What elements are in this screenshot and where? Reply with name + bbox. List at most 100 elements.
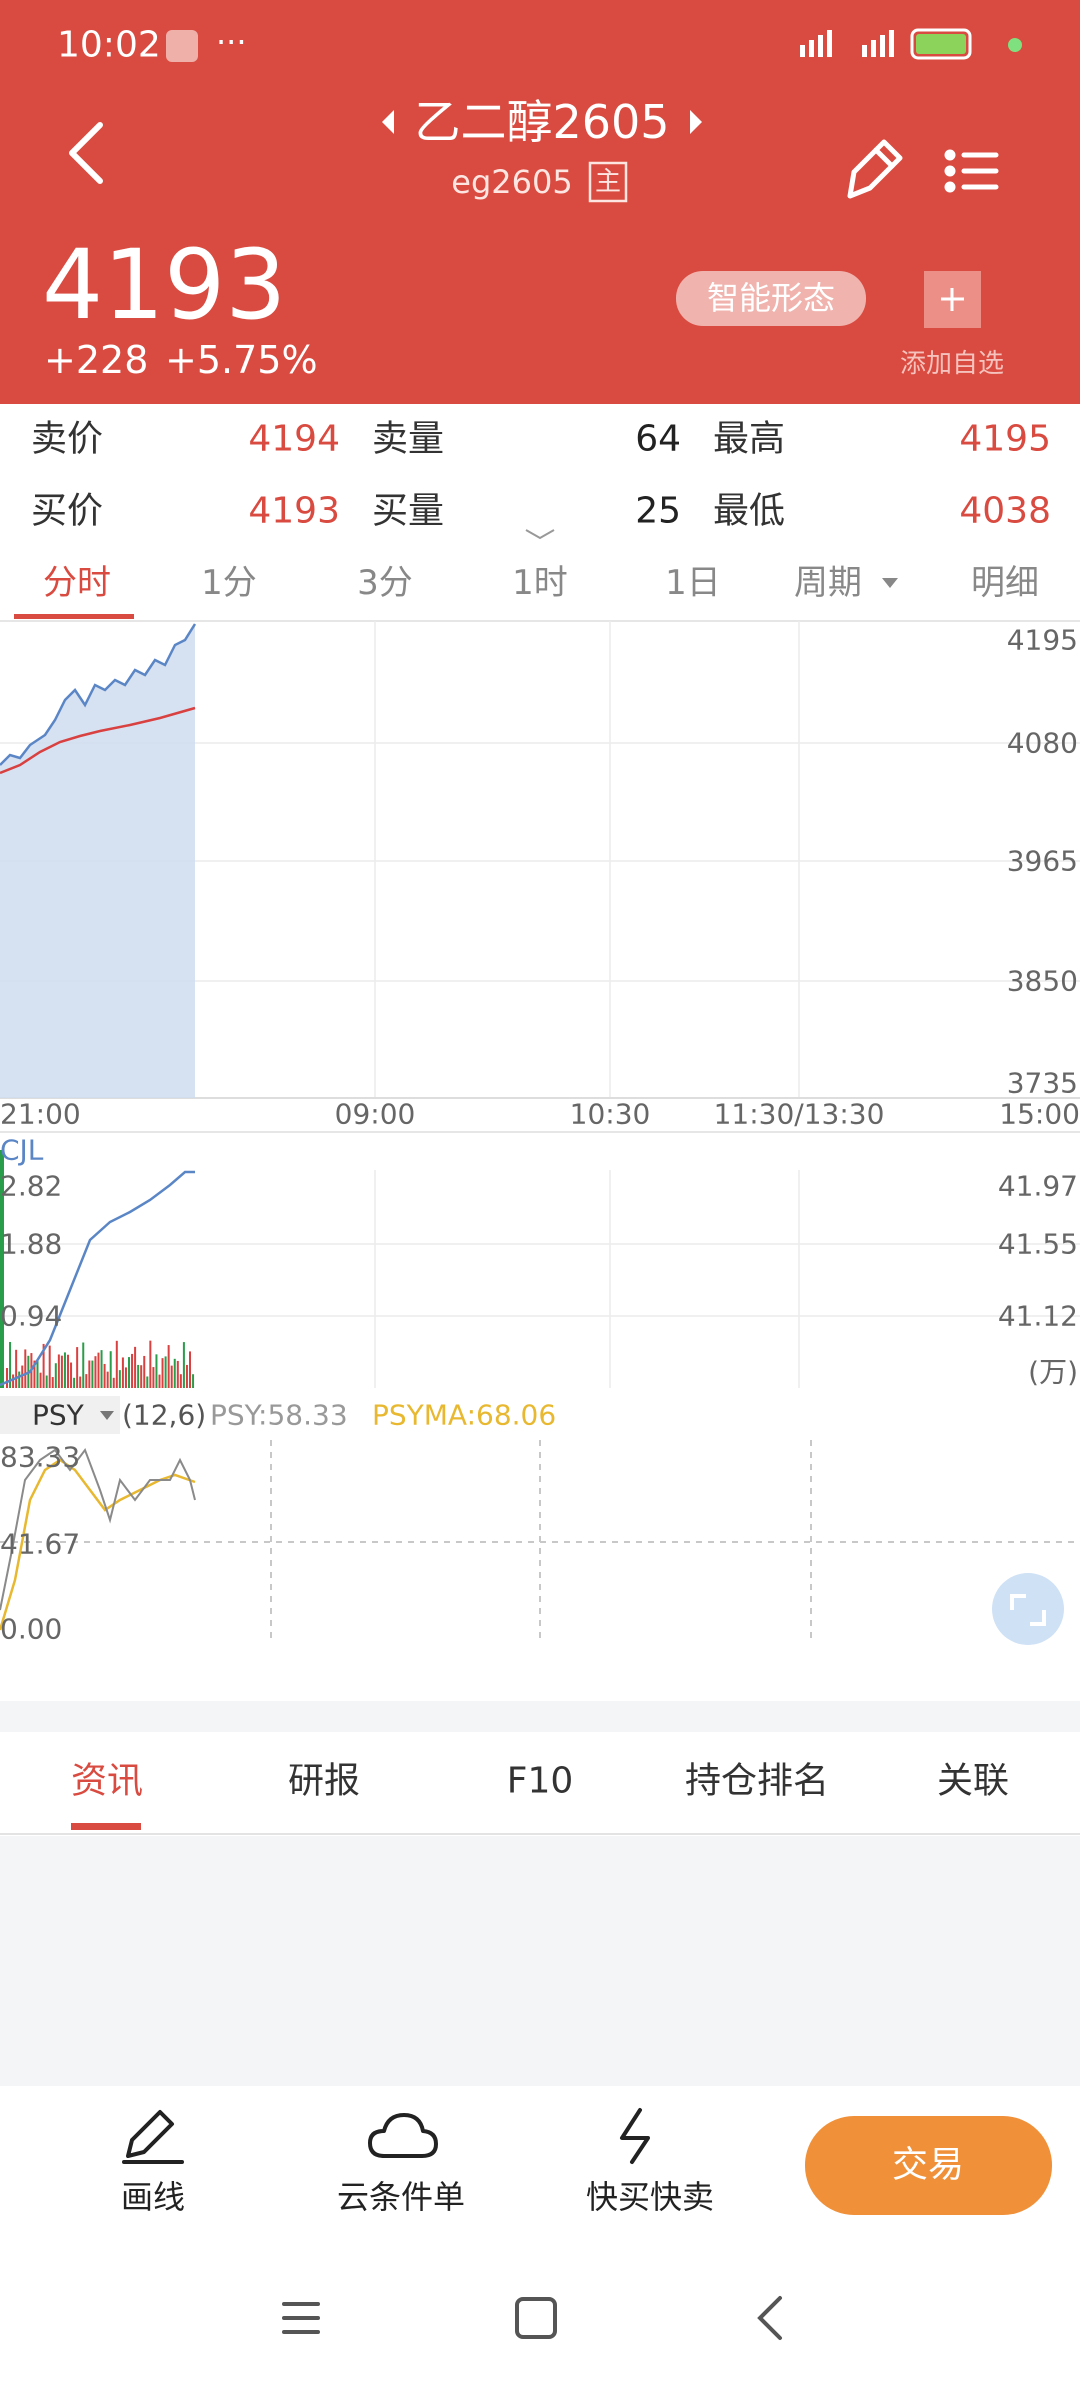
time-label: 11:30/13:30 [714, 1098, 885, 1131]
psy-name: PSY [32, 1399, 85, 1432]
period-tabs: 分时 1分 3分 1时 1日 周期 明细 [43, 563, 1039, 603]
avg-price-line [0, 706, 196, 775]
price-change: +228 [44, 338, 148, 382]
volume-bar [143, 1355, 146, 1388]
main-tag: 主 [595, 167, 621, 197]
status-dot [1008, 38, 1022, 52]
volume-bar [18, 1371, 21, 1388]
volume-bar [0, 1150, 4, 1388]
bottom-item[interactable]: 画线 [121, 2178, 185, 2216]
info-tab-underline [71, 1823, 141, 1830]
period-tab[interactable]: 1时 [512, 563, 568, 603]
psy-selector[interactable] [0, 1396, 120, 1434]
bottom-item[interactable]: 云条件单 [337, 2178, 465, 2216]
volume-bar [182, 1342, 185, 1388]
bottom-icons [122, 2108, 650, 2164]
fullscreen-button[interactable] [992, 1573, 1064, 1645]
period-dropdown [882, 578, 898, 588]
quote-value: 4195 [959, 419, 1051, 460]
signal-bars [800, 30, 894, 57]
period-tab[interactable]: 3分 [357, 563, 413, 603]
volume-bar [79, 1376, 82, 1388]
price-y-label: 4080 [1007, 727, 1078, 760]
info-tab[interactable]: 关联 [937, 1761, 1009, 1802]
volume-bar [9, 1341, 12, 1388]
expand-arrow[interactable] [525, 529, 555, 540]
volume-bar [146, 1376, 149, 1388]
psy-labels: 83.33 41.67 0.00 [0, 1441, 80, 1646]
nav-bar [282, 2296, 782, 2340]
quote-label: 最低 [713, 491, 785, 532]
volume-bar [24, 1349, 27, 1388]
volume-bar [76, 1347, 79, 1388]
info-content [0, 1836, 1080, 2086]
main-tag-box [588, 161, 628, 203]
edit-button[interactable] [847, 139, 903, 199]
volume-right-label: 41.12 [998, 1300, 1078, 1333]
add-watch-label: 添加自选 [900, 349, 1004, 379]
price-y-labels: 4195 4080 3965 3850 3735 [1007, 624, 1078, 1100]
contract-code: eg2605 [451, 163, 572, 201]
quote-label: 买量 [372, 491, 444, 532]
volume-bar [185, 1364, 188, 1388]
period-tab[interactable]: 1日 [665, 563, 721, 603]
quote-value: 4193 [248, 491, 340, 532]
psy-params: (12,6) [122, 1399, 206, 1432]
back-button[interactable] [69, 122, 103, 184]
time-label: 09:00 [335, 1098, 416, 1131]
info-tab[interactable]: F10 [507, 1761, 574, 1802]
volume-left-label: 0.94 [0, 1300, 62, 1333]
menu-button[interactable] [944, 149, 999, 193]
psy-value: PSY:58.33 [210, 1399, 348, 1432]
quotes: 卖价 4194 卖量 64 最高 4195 买价 4193 买量 25 最低 4038 [31, 419, 1051, 532]
period-tab[interactable]: 分时 [43, 563, 111, 603]
price-area [0, 624, 195, 1098]
volume-grid [0, 1170, 1080, 1388]
price-y-label: 3965 [1007, 845, 1078, 878]
quote-value: 4194 [248, 419, 340, 460]
psy-label: 41.67 [0, 1528, 80, 1561]
bottom-bar: 画线 云条件单 快买快卖 [121, 2178, 714, 2216]
prev-contract[interactable] [382, 110, 394, 134]
volume-bar [60, 1355, 63, 1388]
volume-bar [57, 1354, 60, 1388]
psy-grid [0, 1440, 1080, 1640]
period-tab[interactable]: 1分 [201, 563, 257, 603]
volume-bar [170, 1365, 173, 1388]
period-tab[interactable]: 明细 [971, 563, 1039, 603]
volume-bar [106, 1371, 109, 1388]
volume-bar [100, 1350, 103, 1388]
next-contract[interactable] [690, 110, 702, 134]
battery [910, 28, 972, 60]
volume-bar [36, 1360, 39, 1388]
volume-bar [88, 1360, 91, 1388]
trade-button[interactable] [805, 2116, 1052, 2215]
last-price: 4193 [42, 229, 286, 341]
volume-name: CJL [0, 1134, 44, 1167]
volume-bar [6, 1368, 8, 1388]
volume-bar [42, 1343, 45, 1388]
info-tab[interactable]: 持仓排名 [685, 1761, 829, 1802]
smart-pattern-button[interactable] [676, 271, 866, 326]
volume-bar [112, 1377, 115, 1388]
time-label: 21:00 [0, 1098, 81, 1131]
volume-bar [179, 1374, 182, 1388]
psyma-value: PSYMA:68.06 [372, 1399, 556, 1432]
psy-line [0, 1447, 196, 1611]
info-tab[interactable]: 研报 [288, 1761, 360, 1802]
status-dots: ··· [216, 23, 247, 61]
status-time: 10:02 [57, 25, 161, 66]
volume-bar [155, 1354, 158, 1388]
bottom-item[interactable]: 快买快卖 [586, 2178, 714, 2216]
volume-right-label: 41.55 [998, 1228, 1078, 1261]
psy-dropdown [100, 1411, 114, 1420]
volume-bar [39, 1372, 42, 1388]
info-tab[interactable]: 资讯 [71, 1761, 143, 1802]
volume-bar [152, 1367, 155, 1388]
psy-label: 83.33 [0, 1441, 80, 1474]
volume-bars [6, 1340, 195, 1388]
volume-bar [63, 1352, 66, 1388]
volume-bar [189, 1351, 191, 1388]
period-tab[interactable]: 周期 [794, 563, 862, 603]
